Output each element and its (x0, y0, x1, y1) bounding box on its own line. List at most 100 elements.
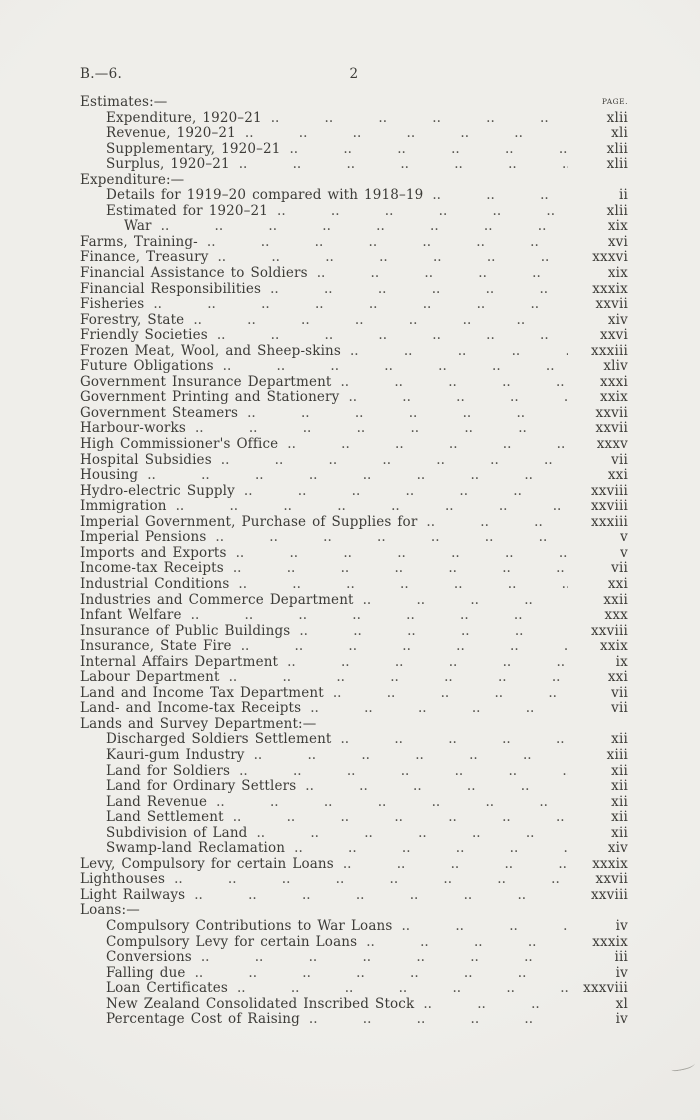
index-entry-row: Government Insurance Department .. .. .. … (80, 374, 628, 391)
index-entry-row: Industrial Conditions .. .. .. .. .. .. .… (80, 575, 628, 593)
dot-leader: .. .. .. .. .. .. .. .. .. .. .. .. .. (217, 250, 568, 266)
index-entry-row: Farms, Training- .. .. .. .. .. .. .. .. … (80, 233, 628, 251)
dot-leader: .. .. .. .. .. .. .. .. .. .. .. .. .. (294, 841, 568, 857)
entry-page-number: xvi (607, 233, 628, 250)
document-reference: B.—6. (80, 66, 123, 82)
index-section-row: Loans:— (80, 903, 628, 919)
entry-label: Forestry, State (80, 311, 185, 328)
index-entry-row: Surplus, 1920–21 .. .. .. .. .. .. .. .. … (80, 157, 628, 173)
dot-leader: .. .. .. .. .. .. .. .. .. .. .. .. .. (240, 639, 568, 655)
entry-label: Loan Certificates (106, 980, 228, 997)
dot-leader: .. .. .. .. .. .. .. .. .. .. .. .. .. (228, 670, 568, 686)
dot-leader: .. .. .. .. .. .. .. .. .. .. .. .. .. (287, 654, 568, 670)
dot-leader: .. .. .. .. .. .. .. .. .. .. .. .. .. (147, 468, 568, 484)
dot-leader: .. .. .. .. .. .. .. .. .. .. .. .. .. (287, 437, 568, 453)
dot-leader: .. .. .. .. .. .. .. .. .. .. .. .. .. (194, 421, 568, 437)
index-entry-row: Insurance of Public Buildings .. .. .. ..… (80, 623, 628, 640)
dot-leader: .. .. .. .. .. .. .. .. .. .. .. .. .. (238, 576, 568, 592)
index-entry-row: Immigration .. .. .. .. .. .. .. .. .. ..… (80, 499, 628, 515)
index-entry-row: Government Printing and Stationery .. .. … (80, 390, 628, 406)
entry-page-number: xiv (607, 311, 628, 328)
dot-leader: .. .. .. .. .. .. .. .. .. .. .. .. .. (193, 312, 568, 328)
entry-label: Frozen Meat, Wool, and Sheep-skins (80, 342, 341, 359)
entry-page-number (568, 903, 628, 919)
index-entry-row: Internal Affairs Department .. .. .. .. .… (80, 654, 628, 671)
dot-leader (184, 173, 568, 189)
entry-page-number: iii (614, 949, 628, 966)
dot-leader: .. .. .. .. .. .. .. .. .. .. .. .. .. (299, 623, 568, 639)
index-entry-row: Fisheries .. .. .. .. .. .. .. .. .. .. .… (80, 297, 628, 313)
entry-label: New Zealand Consolidated Inscribed Stock (106, 995, 415, 1012)
entry-page-number: xlii (606, 109, 628, 126)
entry-page-number: xl (615, 995, 628, 1012)
entry-label: Financial Assistance to Soldiers (80, 265, 308, 282)
entry-label: Land Settlement (106, 809, 224, 826)
dot-leader (167, 95, 568, 111)
sheet-page-number: 2 (349, 66, 359, 82)
entry-page-number: iv (615, 1011, 628, 1028)
entry-page-number: v (620, 544, 628, 561)
entry-label: Levy, Compulsory for certain Loans (80, 855, 334, 872)
dot-leader: .. .. .. .. .. .. .. .. .. .. .. .. .. (401, 918, 568, 934)
entry-label: Land for Ordinary Settlers (106, 778, 297, 795)
entry-page-number: xxxiii (591, 342, 628, 359)
index-entry-row: Expenditure, 1920–21 .. .. .. .. .. .. ..… (80, 109, 628, 127)
index-entry-row: Income-tax Receipts .. .. .. .. .. .. .. … (80, 561, 628, 577)
dot-leader: .. .. .. .. .. .. .. .. .. .. .. .. .. (232, 810, 568, 826)
entry-page-number: xxvii (595, 296, 628, 313)
entry-label: Finance, Treasury (80, 249, 209, 266)
dot-leader: .. .. .. .. .. .. .. .. .. .. .. .. .. (348, 390, 568, 406)
index-entry-row: Revenue, 1920–21 .. .. .. .. .. .. .. .. … (80, 126, 628, 142)
index-entry-row: Subdivision of Land .. .. .. .. .. .. .. … (80, 825, 628, 842)
dot-leader: .. .. .. .. .. .. .. .. .. .. .. .. .. (239, 763, 568, 779)
entry-page-number: xix (607, 265, 628, 282)
index-section-row: Lands and Survey Department:— (80, 716, 628, 733)
entry-page-number: xxvi (600, 327, 628, 344)
index-entry-row: Frozen Meat, Wool, and Sheep-skins .. .. … (80, 342, 628, 360)
index-entry-row: Land and Income Tax Department .. .. .. .… (80, 685, 628, 702)
entry-page-number: xxi (607, 575, 628, 592)
entry-page-number: xxxix (592, 280, 628, 297)
dot-leader: .. .. .. .. .. .. .. .. .. .. .. .. .. (206, 234, 568, 250)
dot-leader: .. .. .. .. .. .. .. .. .. .. .. .. .. (362, 592, 568, 608)
index-entry-row: Loan Certificates .. .. .. .. .. .. .. ..… (80, 981, 628, 997)
entry-page-number: xlii (606, 156, 628, 173)
entry-label: Housing (80, 467, 139, 484)
index-entry-row: Future Obligations .. .. .. .. .. .. .. .… (80, 359, 628, 375)
index-entry-row: Government Steamers .. .. .. .. .. .. .. … (80, 404, 628, 422)
dot-leader: .. .. .. .. .. .. .. .. .. .. .. .. .. (160, 219, 568, 235)
index-entry-row: Friendly Societies .. .. .. .. .. .. .. .… (80, 328, 628, 344)
entry-page-number: xxix (600, 389, 628, 406)
entry-label: Land Revenue (106, 793, 208, 810)
dot-leader: .. .. .. .. .. .. .. .. .. .. .. .. .. (247, 405, 568, 421)
entry-label: Future Obligations (80, 358, 214, 375)
entry-page-number: xxxix (592, 855, 628, 872)
index-entry-row: Imperial Pensions .. .. .. .. .. .. .. ..… (80, 530, 628, 546)
entry-label: Swamp-land Reclamation (106, 840, 286, 857)
dot-leader: .. .. .. .. .. .. .. .. .. .. .. .. .. (238, 157, 568, 173)
dot-leader: .. .. .. .. .. .. .. .. .. .. .. .. .. (366, 934, 568, 950)
index-entry-row: Imports and Exports .. .. .. .. .. .. .. … (80, 544, 628, 562)
entry-page-number: xxii (603, 591, 628, 608)
dot-leader: .. .. .. .. .. .. .. .. .. .. .. .. .. (236, 981, 568, 997)
index-entry-row: Land- and Income-tax Receipts .. .. .. ..… (80, 701, 628, 717)
dot-leader: .. .. .. .. .. .. .. .. .. .. .. .. .. (308, 1012, 568, 1028)
entry-page-number: vii (611, 700, 628, 717)
dot-leader: .. .. .. .. .. .. .. .. .. .. .. .. .. (235, 545, 568, 561)
entry-label: Estimated for 1920–21 (106, 202, 269, 219)
entry-label: Government Steamers (80, 404, 239, 421)
index-entry-row: Financial Assistance to Soldiers .. .. ..… (80, 265, 628, 282)
index-entry-row: War .. .. .. .. .. .. .. .. .. .. .. .. .… (80, 219, 628, 235)
dot-leader: .. .. .. .. .. .. .. .. .. .. .. .. .. (243, 483, 568, 499)
entry-label: Falling due (106, 964, 186, 981)
dot-leader (316, 717, 568, 733)
dot-leader: .. .. .. .. .. .. .. .. .. .. .. .. .. (244, 126, 568, 142)
entry-page-number: iv (615, 964, 628, 981)
index-entry-row: Kauri-gum Industry .. .. .. .. .. .. .. .… (80, 747, 628, 764)
index-entry-row: Falling due .. .. .. .. .. .. .. .. .. ..… (80, 964, 628, 982)
dot-leader: .. .. .. .. .. .. .. .. .. .. .. .. .. (216, 794, 568, 810)
entry-label: Revenue, 1920–21 (106, 125, 236, 142)
index-entry-row: Financial Responsibilities .. .. .. .. ..… (80, 280, 628, 298)
entry-label: Discharged Soldiers Settlement (106, 731, 332, 748)
